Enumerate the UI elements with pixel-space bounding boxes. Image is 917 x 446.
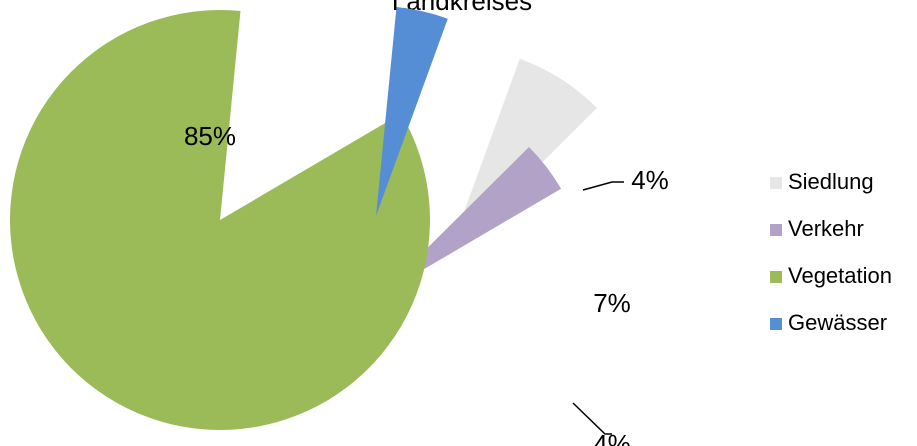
legend-swatch-siedlung — [770, 177, 782, 189]
legend-label-siedlung: Siedlung — [788, 169, 874, 194]
legend-swatch-verkehr — [770, 224, 782, 236]
pie-slice-gewaesser — [376, 7, 448, 216]
leader-line-verkehr — [572, 402, 612, 435]
legend-swatch-gewaesser — [770, 318, 782, 330]
data-labels: 7% 4% 85% 4% — [184, 121, 669, 446]
chart-title: Landkreises — [392, 0, 532, 16]
pie-slice-vegetation — [9, 9, 430, 430]
legend-label-verkehr: Verkehr — [788, 216, 864, 241]
leader-lines — [572, 181, 624, 435]
data-label-vegetation: 85% — [184, 121, 236, 151]
legend-label-vegetation: Vegetation — [788, 263, 892, 288]
data-label-verkehr: 4% — [593, 429, 631, 446]
leader-line-gewaesser — [582, 181, 624, 191]
data-label-siedlung: 7% — [593, 288, 631, 318]
pie-slices — [9, 7, 597, 430]
data-label-gewaesser: 4% — [631, 165, 669, 195]
legend: Siedlung Verkehr Vegetation Gewässer — [770, 169, 892, 335]
legend-label-gewaesser: Gewässer — [788, 310, 887, 335]
legend-swatch-vegetation — [770, 271, 782, 283]
